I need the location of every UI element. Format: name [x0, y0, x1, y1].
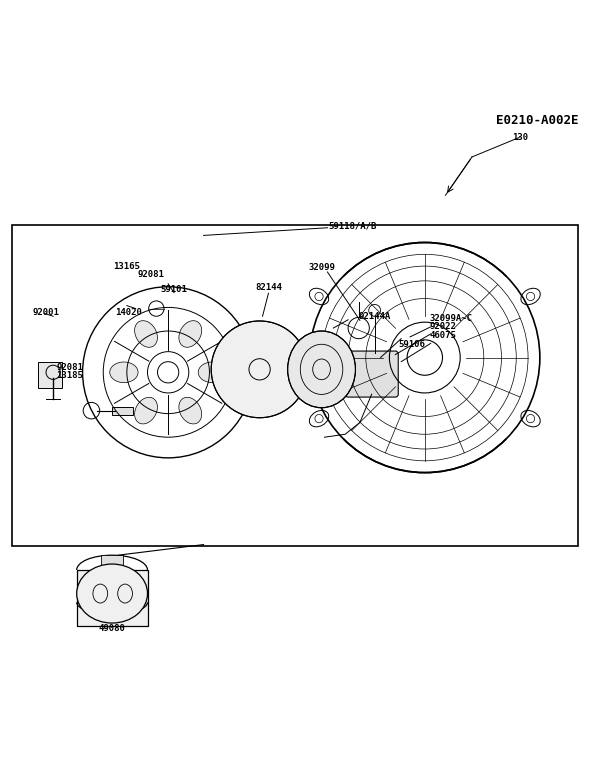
Ellipse shape [135, 321, 158, 347]
Bar [38, 362, 62, 388]
Ellipse shape [179, 397, 202, 424]
Bar [77, 570, 148, 626]
Text: 92001: 92001 [32, 307, 60, 317]
Bar [112, 406, 133, 415]
Ellipse shape [110, 362, 138, 383]
Bar [12, 225, 578, 546]
Text: 59118/A/B: 59118/A/B [328, 222, 376, 230]
Ellipse shape [309, 410, 329, 427]
Ellipse shape [288, 331, 355, 408]
Circle shape [211, 321, 308, 418]
Text: 32099: 32099 [308, 263, 335, 271]
Text: 59101: 59101 [160, 285, 188, 294]
Text: 14020: 14020 [115, 307, 142, 317]
Bar [101, 555, 123, 570]
FancyBboxPatch shape [345, 351, 398, 397]
Text: 32099A~C: 32099A~C [430, 314, 473, 322]
Text: 13185: 13185 [56, 371, 83, 381]
Text: 82144: 82144 [255, 283, 282, 292]
Text: 46075: 46075 [430, 332, 457, 340]
Text: E0210-A002E: E0210-A002E [496, 114, 578, 127]
Text: 92144A: 92144A [359, 312, 391, 321]
Text: 13165: 13165 [113, 261, 140, 271]
Text: 92081: 92081 [56, 363, 83, 372]
Ellipse shape [135, 397, 158, 424]
Text: 59106: 59106 [399, 340, 426, 349]
Text: 92022: 92022 [430, 322, 457, 332]
Ellipse shape [521, 410, 540, 427]
Ellipse shape [77, 564, 148, 623]
Ellipse shape [198, 362, 227, 383]
Text: 130: 130 [512, 133, 528, 142]
Text: 92081: 92081 [137, 271, 164, 279]
Ellipse shape [309, 289, 329, 305]
Text: 49080: 49080 [99, 625, 126, 633]
Ellipse shape [179, 321, 202, 347]
Ellipse shape [521, 289, 540, 305]
